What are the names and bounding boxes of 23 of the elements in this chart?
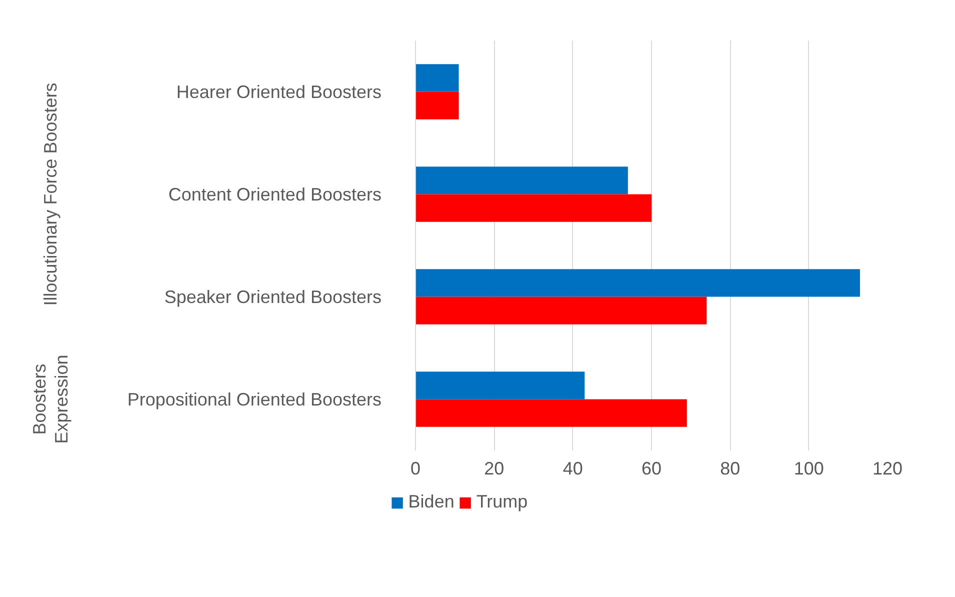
x-tick-label: 20	[484, 458, 504, 478]
bar	[416, 296, 707, 324]
y-tick-label: Propositional Oriented Boosters	[127, 389, 382, 410]
bar	[416, 399, 687, 427]
bar	[416, 194, 652, 222]
bar	[416, 64, 459, 92]
y-tick-label: Content Oriented Boosters	[168, 184, 382, 204]
text: Illocutionary Force Boosters	[40, 82, 60, 306]
x-tick-label: 100	[794, 458, 824, 478]
x-tick-label: 40	[562, 458, 583, 478]
bar	[416, 92, 459, 120]
text: Boosters Expression	[30, 354, 72, 444]
x-tick-label: 0	[410, 458, 421, 478]
y-tick-label: Speaker Oriented Boosters	[164, 286, 382, 307]
x-tick-label: 60	[641, 458, 662, 478]
y-tick-label: Hearer Oriented Boosters	[176, 82, 382, 102]
x-tick-label: 120	[872, 458, 903, 478]
bar	[416, 166, 628, 194]
x-tick-label: 80	[720, 458, 740, 478]
legend-label: Biden	[408, 492, 454, 512]
bar	[416, 269, 860, 297]
legend-label: Trump	[476, 492, 528, 512]
bar	[416, 372, 585, 400]
